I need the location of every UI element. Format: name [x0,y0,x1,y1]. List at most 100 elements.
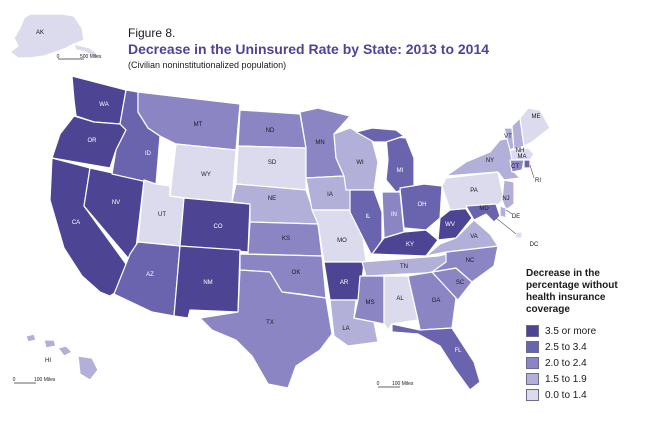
state-ma [509,147,535,161]
legend-list: 3.5 or more 2.5 to 3.4 2.0 to 2.4 1.5 to… [526,323,644,403]
label-nh: NH [516,148,525,154]
legend-title-line: percentage without [526,280,618,291]
state-hi-group [25,333,99,381]
state-la [329,299,379,347]
state-sd [235,145,307,191]
label-co: CO [214,224,223,230]
state-ct [509,159,525,173]
legend-swatch [526,389,539,401]
mainland-scale-label: 100 Miles [392,381,414,387]
legend-item: 2.5 to 3.4 [526,339,644,355]
label-fl: FL [454,348,462,354]
label-mo: MO [337,238,347,244]
label-ma: MA [518,154,527,160]
label-nm: NM [203,280,212,286]
callout-line-dc [495,217,517,235]
state-wa [71,75,127,125]
legend-item: 1.5 to 1.9 [526,371,644,387]
label-nc: NC [466,258,475,264]
state-ak [9,13,85,59]
label-al: AL [396,296,404,302]
label-nj: NJ [502,196,509,202]
label-ca: CA [72,220,80,226]
figure-subtitle: (Civilian noninstitutionalized populatio… [128,60,287,70]
label-pa: PA [470,188,478,194]
label-or: OR [88,138,98,144]
state-dc [515,231,523,239]
mainland-scale-zero: 0 [377,381,380,387]
state-de [499,205,507,219]
legend-item: 2.0 to 2.4 [526,355,644,371]
state-va [425,219,499,257]
legend-title-line: Decrease in the [526,268,600,279]
state-nc [431,245,499,283]
state-hi [25,333,37,343]
label-ar: AR [340,280,349,286]
figure-title: Decrease in the Uninsured Rate by State:… [128,41,490,57]
callout-line-de [505,209,513,215]
state-hi-island-4 [77,355,99,381]
legend-swatch [526,341,539,353]
label-ky: KY [406,242,414,248]
legend-item-label: 2.5 to 3.4 [545,341,587,353]
label-ak: AK [36,30,44,36]
state-fl [391,323,481,391]
label-vt: VT [504,134,512,140]
legend: Decrease in the percentage without healt… [526,268,644,403]
state-ri [523,159,531,169]
label-ne: NE [268,196,276,202]
label-ny: NY [486,158,494,164]
state-me [519,107,551,147]
label-ia: IA [327,192,333,198]
label-wy: WY [201,172,211,178]
legend-item-label: 2.0 to 2.4 [545,357,587,369]
figure-label: Figure 8. [128,26,176,40]
legend-item-label: 0.0 to 1.4 [545,389,587,401]
legend-item: 3.5 or more [526,323,644,339]
label-nv: NV [112,200,120,206]
label-va: VA [470,234,478,240]
state-hi-island-3 [57,345,73,357]
label-ri: RI [535,178,541,184]
mainland-scale-bar: 0 100 Miles [377,381,414,388]
label-il: IL [365,214,371,220]
legend-item-label: 1.5 to 1.9 [545,373,587,385]
legend-item-label: 3.5 or more [545,325,597,337]
label-nd: ND [266,128,275,134]
state-mi-upper [355,127,405,143]
label-md: MD [479,206,489,212]
state-nm [173,245,241,319]
state-md [465,203,501,223]
state-labels: AK HI WA OR CA NV ID MT WY UT AZ CO NM N… [36,30,541,364]
legend-item: 0.0 to 1.4 [526,387,644,403]
hawaii-scale-zero: 0 [13,377,16,383]
label-az: AZ [146,272,154,278]
label-sd: SD [268,160,277,166]
label-me: ME [532,114,541,120]
label-ct: CT [511,164,519,170]
legend-swatch [526,373,539,385]
state-hi-island-2 [43,339,57,349]
label-dc: DC [530,242,539,248]
state-tx [199,269,333,389]
legend-swatch [526,357,539,369]
hawaii-scale-label: 100 Miles [34,377,56,383]
state-mi [385,135,415,193]
label-mn: MN [315,140,324,146]
label-wv: WV [445,222,455,228]
label-wa: WA [99,102,108,108]
label-ks: KS [282,236,290,242]
label-mi: MI [397,168,404,174]
label-la: LA [342,326,349,332]
state-nj [501,179,515,211]
legend-title-line: coverage [526,304,570,315]
legend-title-line: health insurance [526,292,606,303]
label-mt: MT [194,122,203,128]
alaska-tail [73,43,101,59]
alaska-scale-zero: 0 [57,54,60,60]
label-ms: MS [366,300,375,306]
label-tx: TX [266,320,274,326]
label-tn: TN [400,264,408,270]
label-ok: OK [292,270,301,276]
label-hi: HI [45,358,51,364]
